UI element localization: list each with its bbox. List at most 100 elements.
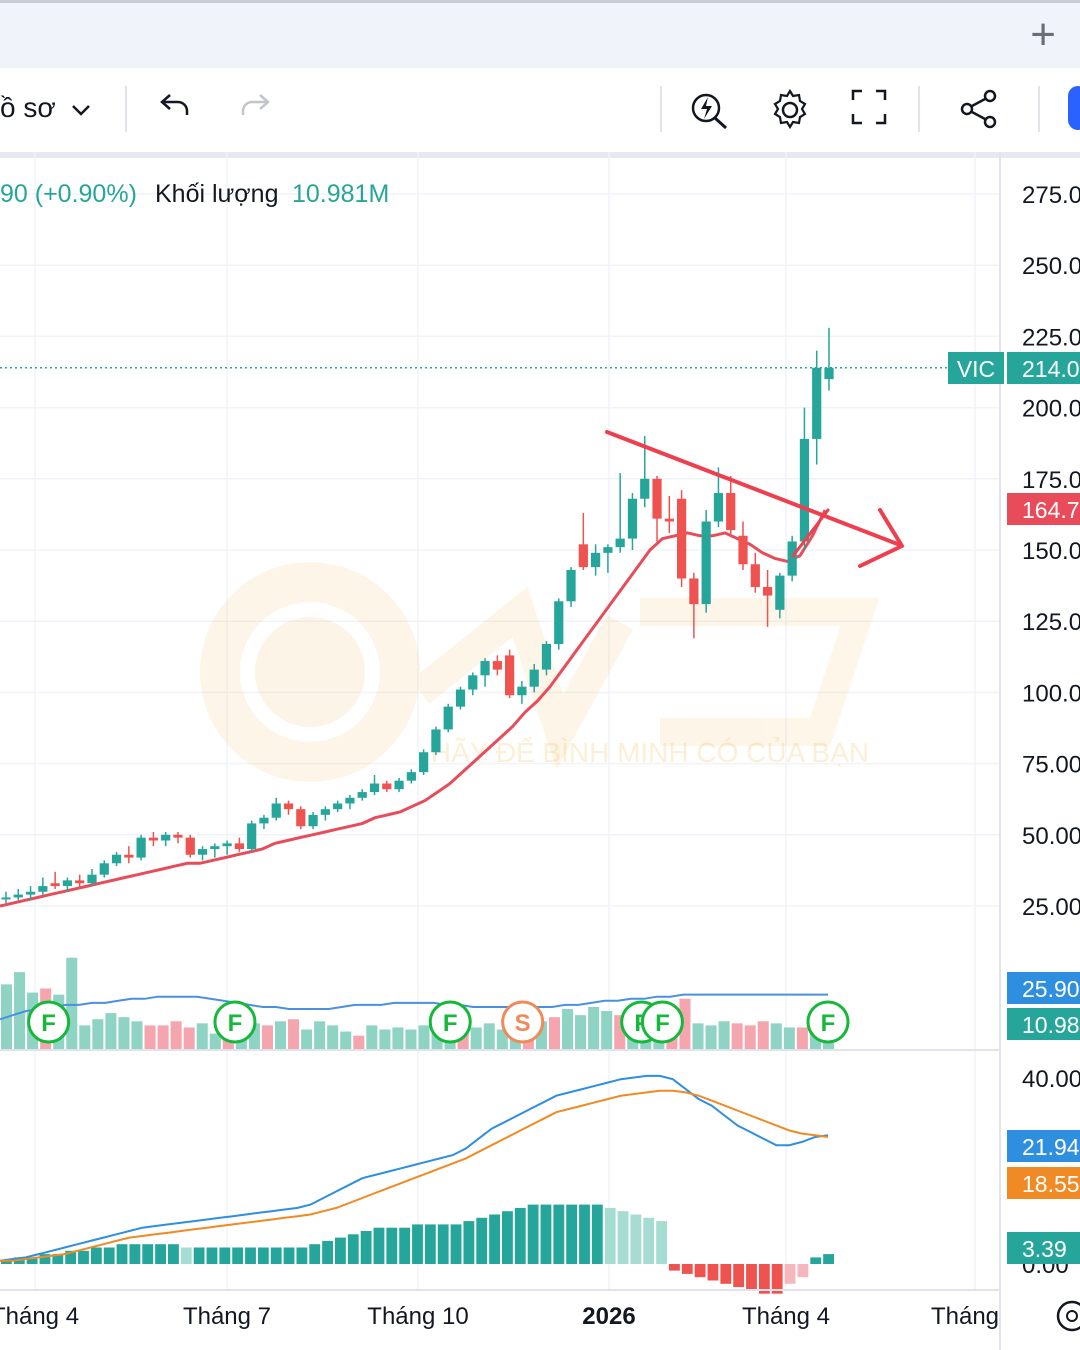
candle-down (382, 783, 392, 790)
vol-badge: 10.98 (1007, 1008, 1080, 1040)
volume-bar (757, 1021, 769, 1050)
volume-bar (157, 1025, 169, 1050)
candle-up (369, 783, 380, 793)
settings-circle-icon[interactable] (1056, 1300, 1080, 1332)
ma-badge: 164.7 (1007, 493, 1080, 525)
candle-down (689, 578, 699, 605)
price-tick-label: 100.0 (1022, 680, 1080, 707)
candle-up (701, 521, 711, 605)
toolbar-divider (1038, 86, 1040, 132)
macd-histogram-bar (566, 1204, 578, 1264)
time-axis[interactable]: Tháng 4 Tháng 7 Tháng 10 2026 Tháng 4 Tháng (0, 1303, 999, 1330)
macd-histogram-bar (733, 1264, 745, 1288)
candle-up (62, 880, 73, 887)
candle-down (234, 843, 244, 850)
volume-bar (14, 972, 26, 1050)
candle-down (50, 883, 60, 887)
candle-up (603, 547, 613, 553)
volume-bar (679, 998, 691, 1050)
redo-icon[interactable] (238, 88, 272, 128)
volume-bar (170, 1021, 182, 1050)
volume-bar (705, 1025, 717, 1050)
event-marker-f[interactable]: F (640, 1000, 684, 1044)
candle-up (136, 837, 146, 858)
macd-histogram-bar (129, 1244, 141, 1264)
signal-line (0, 1089, 829, 1262)
candle-up (210, 846, 220, 850)
volume-bar (288, 1019, 300, 1050)
event-circle (27, 1000, 71, 1044)
volume-bar (196, 1023, 208, 1050)
candle-up (271, 803, 281, 818)
volume-bar (796, 1027, 808, 1050)
volume-bar (562, 1009, 574, 1050)
event-marker-f[interactable]: F (213, 1000, 257, 1044)
macd-histogram-bar (347, 1234, 359, 1264)
volume-bar (470, 1027, 482, 1050)
candle-down (726, 493, 736, 531)
candle-up (443, 706, 453, 730)
macd-histogram-bar (450, 1224, 462, 1264)
candle-up (357, 792, 367, 798)
event-marker-f[interactable]: F (428, 1000, 472, 1044)
publish-icon[interactable] (1068, 86, 1080, 130)
macd-histogram-bar (810, 1257, 822, 1264)
macd-histogram-bar (694, 1264, 706, 1278)
event-marker-f[interactable]: F (27, 1000, 71, 1044)
candle-up (308, 814, 318, 827)
svg-text:21.94: 21.94 (1022, 1134, 1080, 1160)
macd-histogram-bar (604, 1207, 616, 1264)
macd-histogram-bar (168, 1244, 179, 1264)
price-tick-label: 25.00 (1022, 894, 1080, 921)
candle-down (505, 655, 515, 696)
volume-bar (274, 1021, 287, 1050)
price-chart[interactable]: HÃY ĐỂ BÌNH MINH CÓ CỦA BẠN FFFSFFF 275.… (0, 152, 1080, 1350)
svg-text:3.39: 3.39 (1022, 1236, 1067, 1262)
plus-icon[interactable]: + (1030, 10, 1056, 59)
event-marker-f[interactable]: F (806, 1000, 850, 1044)
macd-histogram-bar (335, 1237, 346, 1264)
candle-up (627, 498, 638, 539)
time-tick-label: Tháng 10 (367, 1303, 468, 1330)
candle-up (799, 438, 810, 542)
macd-histogram-bar (579, 1204, 590, 1264)
gear-icon[interactable] (768, 88, 812, 130)
macd-histogram-bar (386, 1227, 398, 1264)
volume-bar (496, 1029, 508, 1050)
macd-histogram-bar (489, 1214, 500, 1264)
candle-up (247, 823, 257, 850)
macd-histogram-bar (373, 1227, 385, 1264)
price-tick-label: 125.0 (1022, 609, 1080, 636)
price-tick-label: 175.0 (1022, 467, 1080, 494)
macd-histogram-bar (322, 1240, 333, 1264)
candle-up (787, 541, 797, 576)
price-axis[interactable]: 275.0 250.0 225.0 200.0 175.0 150.0 125.0 100.0… (1022, 182, 1080, 1279)
event-markers[interactable]: FFFSFFF (27, 1000, 850, 1044)
volume-ma-line (0, 993, 828, 1021)
candles (1, 327, 834, 904)
event-marker-s[interactable]: S (501, 1000, 545, 1044)
fullscreen-icon[interactable] (850, 88, 888, 128)
volume-bar (692, 1023, 704, 1050)
candle-up (111, 854, 122, 864)
svg-text:214.0: 214.0 (1022, 356, 1080, 382)
candle-up (713, 493, 724, 522)
event-circle (806, 1000, 850, 1044)
share-icon[interactable] (958, 88, 1000, 129)
macd-histogram-bar (630, 1214, 642, 1264)
macd-histogram-bar (193, 1247, 205, 1264)
candle-up (25, 891, 36, 895)
zap-magnifier-icon[interactable] (688, 88, 730, 130)
candle-up (87, 874, 97, 884)
volume-bar (301, 1029, 313, 1050)
volume-bar (340, 1031, 352, 1050)
macd-histogram-bar (232, 1247, 244, 1264)
time-tick-label: Tháng 7 (183, 1303, 271, 1330)
candle-up (591, 552, 601, 568)
macd-tick-label: 40.00 (1022, 1066, 1080, 1093)
volume-bar (718, 1021, 730, 1050)
chart-grid (0, 152, 1000, 1290)
volume-bar (548, 1017, 561, 1050)
undo-icon[interactable] (158, 88, 192, 128)
layout-menu[interactable]: ồ sơ (0, 88, 92, 128)
